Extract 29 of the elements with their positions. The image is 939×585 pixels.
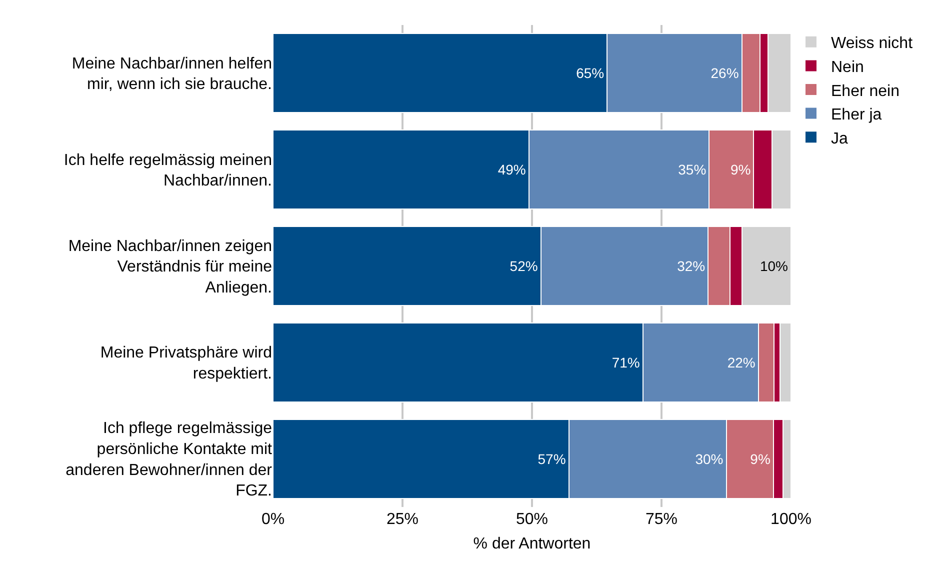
data-label: 57% [538,450,566,467]
data-label: 71% [612,354,640,370]
y-tick-label: Ich pflege regelmässige persönliche Kontakte mit anderen Bewohner/innen der FGZ. [66,420,273,500]
legend-label: Weiss nicht [831,35,914,52]
data-label: 52% [510,258,538,274]
x-tick-label: 0% [261,511,285,528]
x-tick-label: 75% [645,511,678,528]
legend-label: Ja [831,130,848,148]
data-label: 22% [727,354,756,370]
y-tick-label: Meine Privatsphäre wird respektiert. [100,344,272,382]
data-label: 9% [730,162,751,178]
data-label: 9% [750,450,770,467]
data-label: 26% [710,65,739,82]
data-label: 35% [678,162,706,178]
legend-label: Nein [831,58,864,76]
data-label: 49% [498,162,526,178]
x-tick-label: 50% [516,511,548,528]
y-tick-label: Meine Nachbar/innen zeigen Verständnis für meine Anliegen. [68,238,272,296]
legend-label: Eher nein [831,82,900,100]
y-tick-label: Ich helfe regelmässig meinen Nachbar/innen. [64,152,272,190]
x-axis-title: % der Antworten [473,536,591,553]
data-label: 30% [695,450,724,467]
y-tick-label: Meine Nachbar/innen helfen mir, wenn ich sie brauche. [72,55,272,94]
data-label: 65% [576,65,604,82]
x-tick-label: 25% [386,511,419,528]
x-tick-label: 100% [770,511,812,528]
data-label: 32% [677,258,706,274]
legend-label: Eher ja [831,106,882,124]
data-label: 10% [760,258,788,274]
